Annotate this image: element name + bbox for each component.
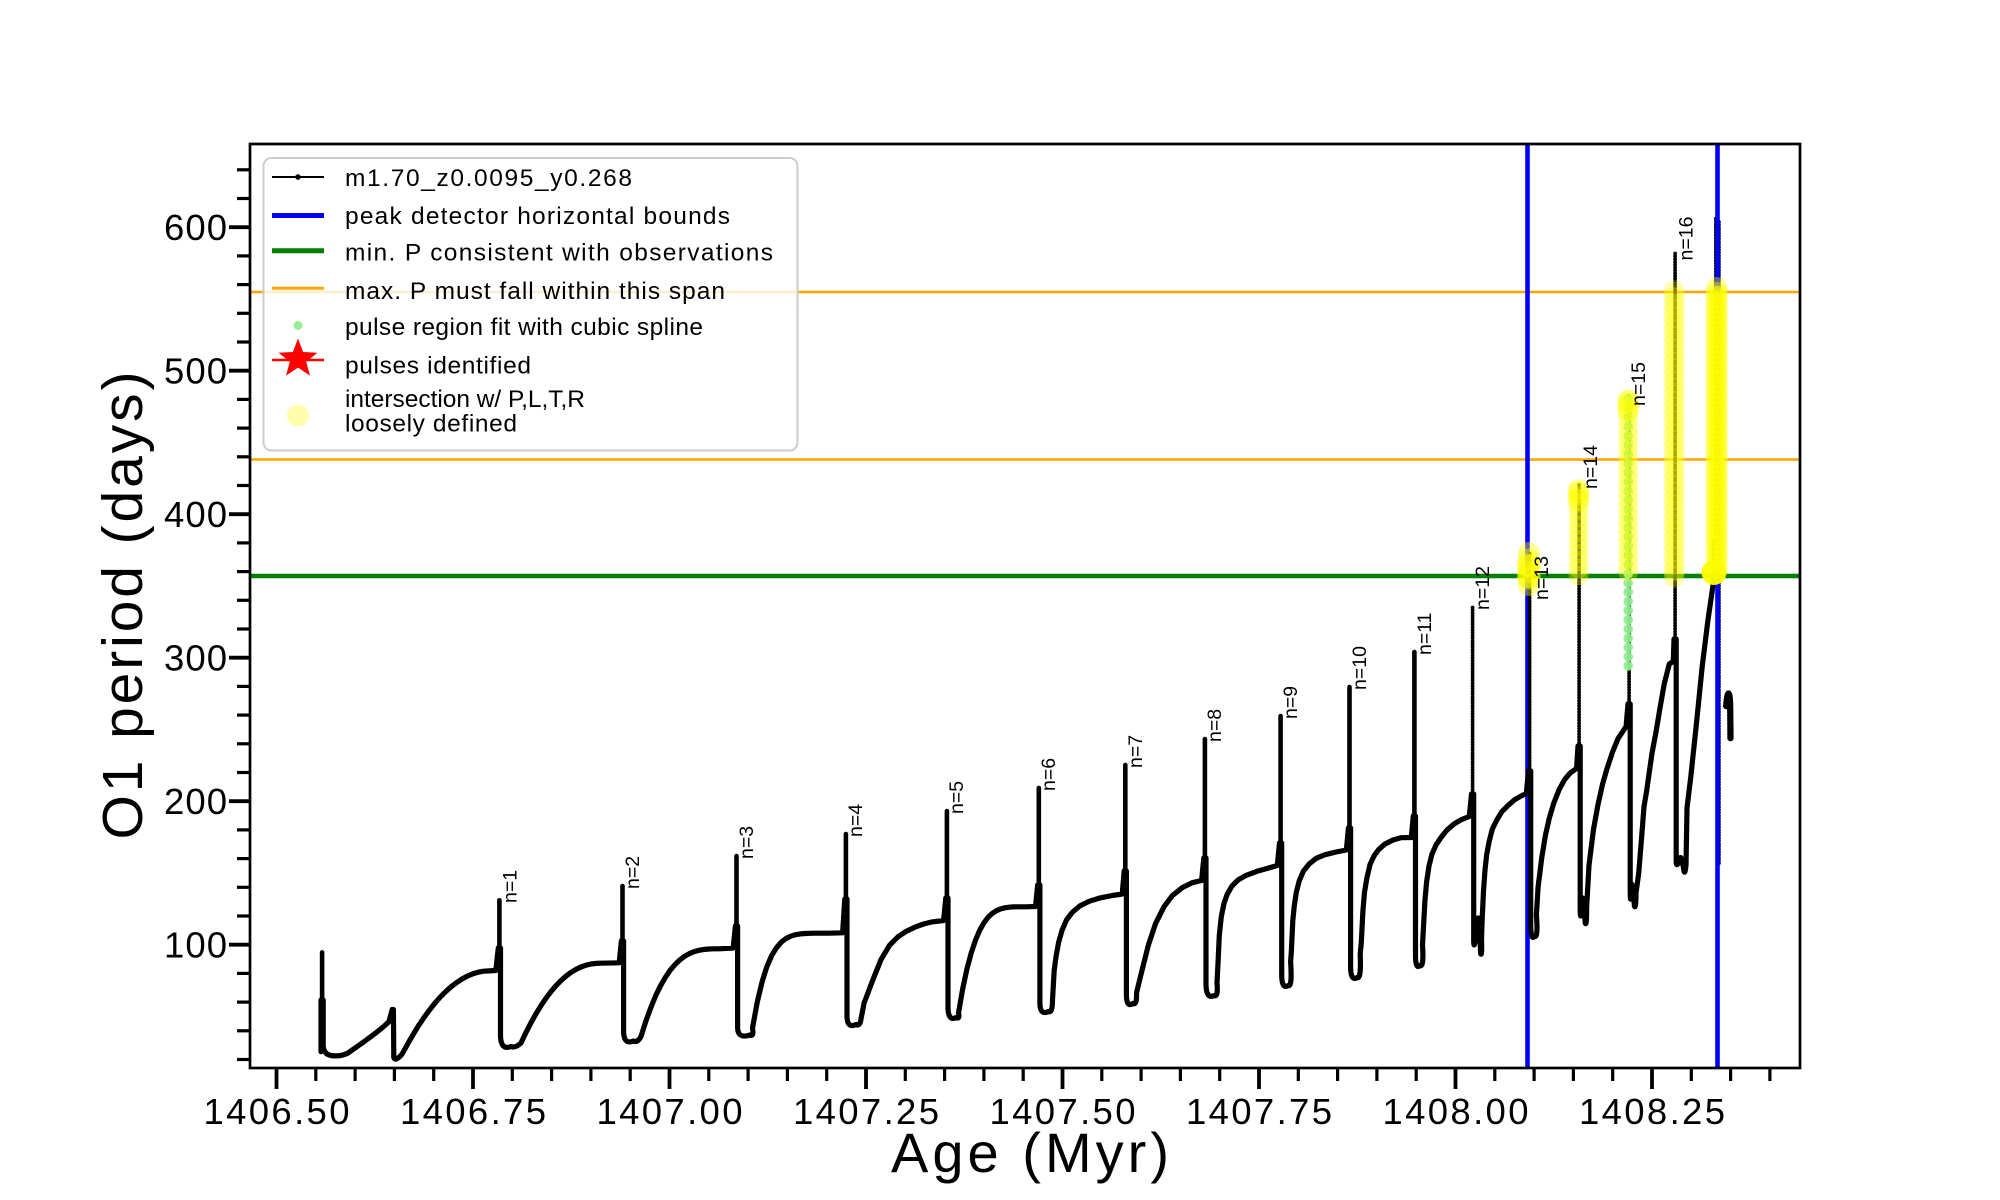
svg-text:1407.25: 1407.25 [793, 1091, 939, 1132]
svg-text:500: 500 [164, 351, 227, 392]
svg-text:n=7: n=7 [1125, 735, 1147, 768]
svg-text:O1 period (days): O1 period (days) [91, 372, 155, 840]
svg-text:n=15: n=15 [1628, 362, 1650, 406]
svg-text:intersection w/ P,L,T,R: intersection w/ P,L,T,R [345, 386, 585, 413]
svg-text:1408.00: 1408.00 [1383, 1091, 1529, 1132]
svg-text:Age (Myr): Age (Myr) [891, 1121, 1169, 1184]
svg-text:200: 200 [164, 781, 227, 822]
svg-text:n=9: n=9 [1280, 686, 1302, 719]
svg-text:pulses identified: pulses identified [345, 353, 531, 380]
svg-text:peak detector horizontal bound: peak detector horizontal bounds [345, 203, 730, 230]
svg-text:n=13: n=13 [1531, 556, 1553, 600]
svg-text:n=16: n=16 [1676, 217, 1698, 261]
svg-text:n=11: n=11 [1414, 613, 1436, 655]
svg-text:n=6: n=6 [1038, 758, 1060, 791]
svg-text:n=14: n=14 [1580, 445, 1602, 489]
svg-text:max. P must fall within this s: max. P must fall within this span [345, 278, 725, 305]
svg-text:n=1: n=1 [500, 870, 522, 903]
svg-text:n=12: n=12 [1472, 566, 1494, 610]
svg-text:n=3: n=3 [736, 826, 758, 859]
svg-text:pulse region fit with cubic sp: pulse region fit with cubic spline [345, 314, 703, 341]
svg-text:loosely defined: loosely defined [345, 411, 517, 438]
svg-text:m1.70_z0.0095_y0.268: m1.70_z0.0095_y0.268 [345, 165, 632, 192]
svg-text:1407.75: 1407.75 [1186, 1091, 1332, 1132]
svg-text:600: 600 [164, 207, 227, 248]
svg-text:1408.25: 1408.25 [1579, 1091, 1725, 1132]
svg-text:1406.75: 1406.75 [400, 1091, 546, 1132]
svg-text:300: 300 [164, 638, 227, 679]
svg-text:n=8: n=8 [1204, 709, 1226, 742]
svg-text:1407.00: 1407.00 [597, 1091, 743, 1132]
svg-text:n=4: n=4 [845, 804, 867, 837]
svg-text:1406.50: 1406.50 [204, 1091, 350, 1132]
svg-text:n=5: n=5 [946, 781, 968, 814]
svg-text:n=10: n=10 [1349, 646, 1371, 690]
svg-text:n=2: n=2 [622, 856, 644, 889]
svg-text:100: 100 [164, 925, 227, 966]
svg-text:400: 400 [164, 494, 227, 535]
svg-text:min. P consistent with observa: min. P consistent with observations [345, 240, 773, 267]
svg-text:1407.50: 1407.50 [990, 1091, 1136, 1132]
